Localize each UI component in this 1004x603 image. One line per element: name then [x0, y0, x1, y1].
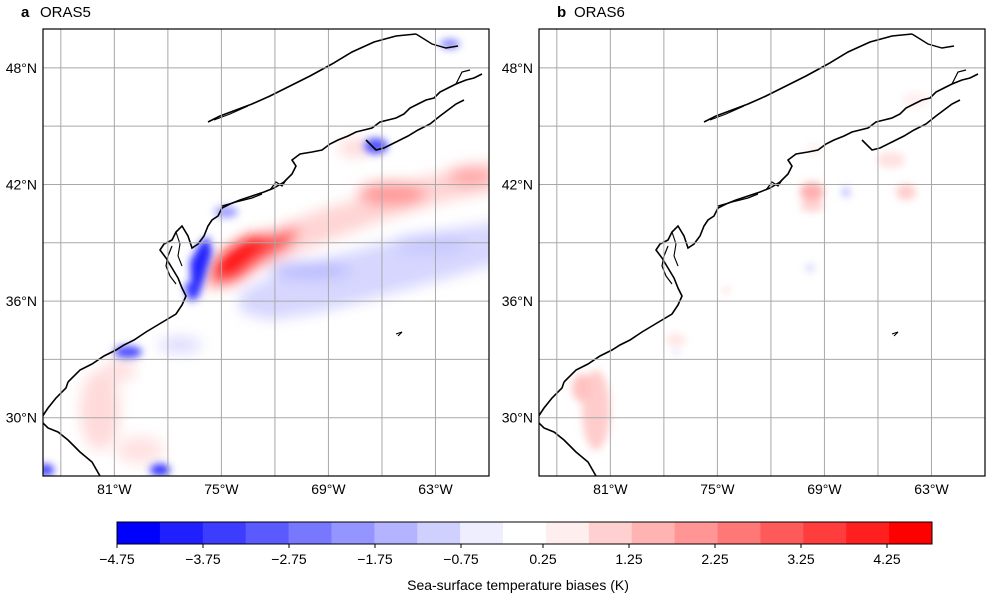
map-b-y-tick-label: 30°N: [502, 410, 533, 426]
ticks-a: 81°W 75°W 69°W 63°W 48°N 42°N 36°N 30°N: [6, 60, 454, 497]
map-a-frame: [42, 28, 490, 477]
colorbar: −4.75 −3.75 −2.75 −1.75 −0.75 0.25 1.25 2.25 3.2…: [99, 521, 933, 567]
colorbar-segment: [674, 522, 718, 544]
colorbar-segment: [545, 522, 590, 544]
colorbar-segment: [331, 522, 375, 544]
colorbar-segment: [117, 522, 161, 544]
map-b-x-tick-label: 75°W: [700, 481, 735, 497]
colorbar-segment: [889, 522, 933, 544]
panel-b-title: ORAS6: [574, 4, 625, 21]
colorbar-segment: [760, 522, 804, 544]
map-b-y-tick-label: 42°N: [502, 176, 533, 192]
panel-a-letter: a: [21, 4, 30, 21]
colorbar-tick-label: 0.25: [529, 551, 556, 567]
colorbar-label: Sea-surface temperature biases (K): [407, 577, 629, 593]
colorbar-tick-label: −4.75: [99, 551, 135, 567]
map-a-x-tick-label: 81°W: [97, 481, 132, 497]
colorbar-segment: [417, 522, 461, 544]
colorbar-segment: [245, 522, 289, 544]
panel-b-letter: b: [557, 4, 566, 21]
colorbar-segment: [846, 522, 890, 544]
map-b-x-tick-label: 81°W: [593, 481, 628, 497]
map-b-field: [539, 33, 979, 476]
colorbar-tick-label: −2.75: [271, 551, 307, 567]
colorbar-segment: [159, 522, 204, 544]
panel-oras6: 81°W 75°W 69°W 63°W 48°N 42°N 36°N 30°N b ORAS6: [502, 4, 986, 497]
colorbar-frame: [116, 521, 933, 545]
map-a-x-tick-label: 63°W: [418, 481, 453, 497]
colorbar-tick-label: 2.25: [701, 551, 728, 567]
colorbar-segment: [460, 522, 504, 544]
colorbar-segment: [202, 522, 247, 544]
colorbar-tick-label: 1.25: [615, 551, 642, 567]
ticks-b: 81°W 75°W 69°W 63°W 48°N 42°N 36°N 30°N: [502, 60, 950, 497]
map-b-x-tick-label: 69°W: [807, 481, 842, 497]
colorbar-tick-label: −3.75: [185, 551, 221, 567]
colorbar-segment: [503, 522, 547, 544]
grid-a: [43, 29, 490, 477]
colorbar-tick-label: −1.75: [357, 551, 393, 567]
panel-a-title: ORAS5: [40, 4, 91, 21]
colorbar-segment: [631, 522, 676, 544]
colorbar-segment: [288, 522, 332, 544]
colorbar-segment: [374, 522, 418, 544]
map-a-y-tick-label: 36°N: [6, 293, 37, 309]
map-a-x-tick-label: 69°W: [311, 481, 346, 497]
map-a-y-tick-label: 30°N: [6, 410, 37, 426]
colorbar-segment: [588, 522, 633, 544]
map-a-field: [43, 33, 489, 476]
map-a-y-tick-label: 42°N: [6, 176, 37, 192]
colorbar-segment: [717, 522, 761, 544]
panel-oras5: 81°W 75°W 69°W 63°W 48°N 42°N 36°N 30°N a ORAS5: [6, 4, 490, 497]
map-a-x-tick-label: 75°W: [204, 481, 239, 497]
colorbar-tick-label: −0.75: [443, 551, 479, 567]
map-b-y-tick-label: 48°N: [502, 60, 533, 76]
colorbar-tick-label: 4.25: [873, 551, 900, 567]
map-b-frame: [538, 28, 986, 477]
map-b-x-tick-label: 63°W: [914, 481, 949, 497]
colorbar-tick-label: 3.25: [787, 551, 814, 567]
map-b-y-tick-label: 36°N: [502, 293, 533, 309]
map-a-y-tick-label: 48°N: [6, 60, 37, 76]
colorbar-segment: [803, 522, 847, 544]
